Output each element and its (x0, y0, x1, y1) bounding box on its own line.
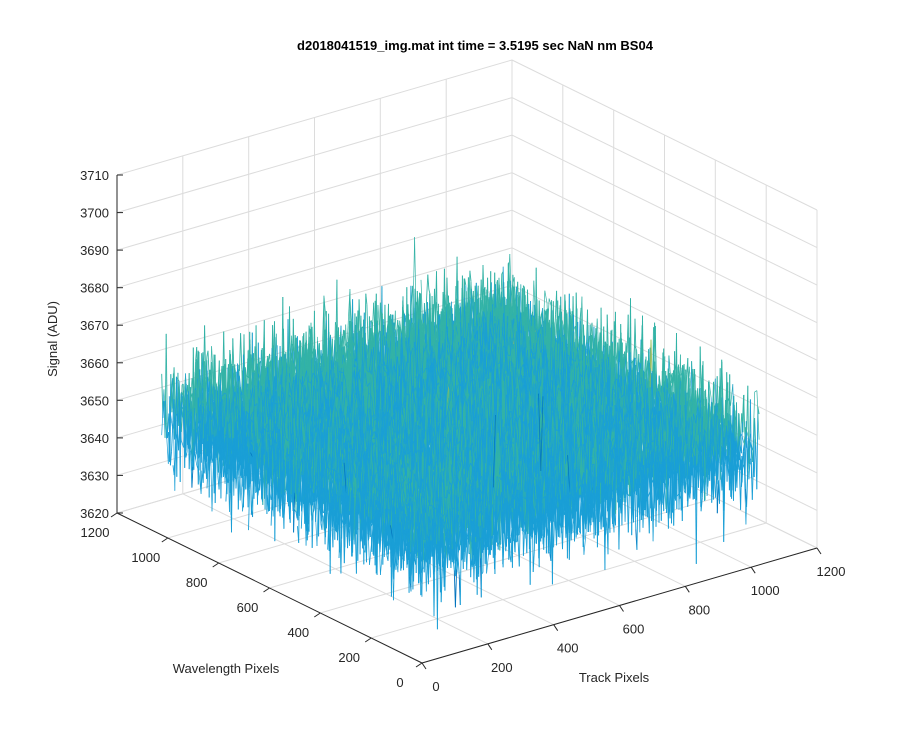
surface-layer (161, 237, 760, 630)
surface-segment (469, 270, 472, 282)
surface-segment (427, 274, 430, 290)
sidewall-gridline-z (511, 172, 818, 324)
sidewall-gridline-z (511, 97, 818, 249)
surface-segment (240, 333, 243, 370)
surface-segment (169, 451, 172, 466)
backwall-gridline-z (116, 134, 513, 251)
surface-segment (165, 333, 168, 438)
backwall-gridline-z (116, 97, 513, 214)
surface-segment (365, 293, 368, 305)
backwall-gridline-z (116, 59, 513, 176)
backwall-gridline-z (116, 247, 513, 364)
backwall-gridline-z (116, 209, 513, 326)
backwall-gridline-z (116, 172, 513, 289)
surface-segment (428, 289, 431, 295)
surface-segment (366, 304, 369, 342)
sidewall-gridline-z (511, 247, 818, 399)
surface-segment (500, 273, 503, 307)
sidewall-gridline-z (511, 134, 818, 286)
surface-segment (175, 433, 178, 441)
surface-segment (207, 350, 210, 376)
surface-segment (358, 299, 361, 334)
surface-segment (171, 426, 174, 452)
sidewall-gridline-z (511, 59, 818, 211)
sidewall-gridline-z (511, 209, 818, 361)
surface-segment (464, 278, 467, 286)
